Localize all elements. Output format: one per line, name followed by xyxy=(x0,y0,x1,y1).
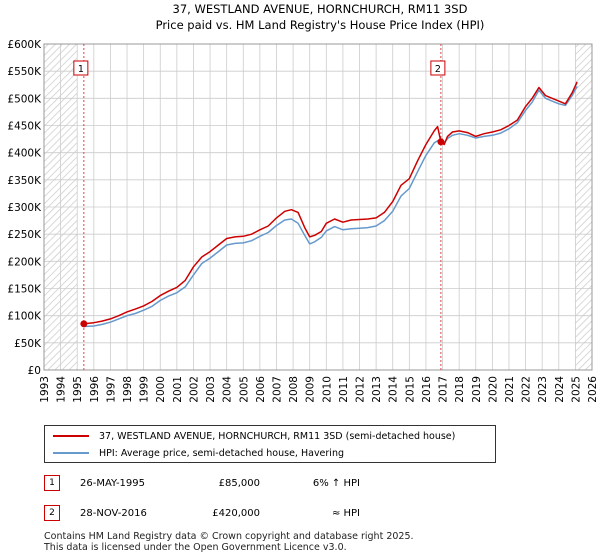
y-tick-label: £50K xyxy=(14,338,42,350)
x-tick-label: 2003 xyxy=(205,376,217,403)
price-chart: 37, WESTLAND AVENUE, HORNCHURCH, RM11 3S… xyxy=(7,2,599,403)
x-tick-label: 2001 xyxy=(172,376,184,403)
footer-line-2: This data is licensed under the Open Gov… xyxy=(44,542,347,553)
x-tick-label: 2025 xyxy=(570,376,582,403)
y-tick-label: £300K xyxy=(7,202,42,214)
y-tick-label: £550K xyxy=(7,66,42,78)
x-tick-label: 2009 xyxy=(305,376,317,403)
y-tick-label: £0 xyxy=(28,365,41,377)
sale-point xyxy=(80,320,88,328)
sale-label-number: 2 xyxy=(435,64,441,75)
y-tick-label: £250K xyxy=(7,229,42,241)
footer-attribution: Contains HM Land Registry data © Crown c… xyxy=(44,531,414,553)
x-tick-label: 2011 xyxy=(338,376,350,403)
x-tick-label: 2010 xyxy=(321,376,333,403)
x-tick-label: 1997 xyxy=(105,376,117,403)
x-tick-label: 1998 xyxy=(122,376,134,403)
x-tick-label: 2014 xyxy=(388,376,400,403)
chart-subtitle: Price paid vs. HM Land Registry's House … xyxy=(156,18,485,32)
legend-line-blue xyxy=(53,452,89,454)
x-tick-label: 2022 xyxy=(521,376,533,403)
x-tick-label: 2008 xyxy=(288,376,300,403)
x-tick-label: 2005 xyxy=(238,376,250,403)
series-line-property xyxy=(83,81,578,325)
x-tick-label: 2021 xyxy=(504,376,516,403)
y-tick-label: £350K xyxy=(7,175,42,187)
legend-label-hpi: HPI: Average price, semi-detached house,… xyxy=(99,447,345,459)
sale-hpi-compare: ≈ HPI xyxy=(331,507,360,519)
x-tick-label: 2016 xyxy=(421,376,433,403)
y-tick-label: £450K xyxy=(7,121,42,133)
x-tick-label: 2018 xyxy=(454,376,466,403)
legend-item-hpi: HPI: Average price, semi-detached house,… xyxy=(53,445,344,461)
sale-label-box xyxy=(73,60,89,76)
x-tick-label: 2019 xyxy=(471,376,483,403)
sale-marker-badge: 2 xyxy=(44,505,60,521)
sale-price: £420,000 xyxy=(212,507,260,519)
y-tick-label: £100K xyxy=(7,311,42,323)
y-tick-label: £200K xyxy=(7,256,42,268)
sale-row-2: 2 28-NOV-2016 £420,000 ≈ HPI xyxy=(44,503,360,523)
x-tick-label: 2004 xyxy=(222,376,234,403)
plot-border xyxy=(43,43,593,371)
footer-line-1: Contains HM Land Registry data © Crown c… xyxy=(44,531,414,542)
x-tick-label: 2007 xyxy=(271,376,283,403)
series-line-hpi xyxy=(83,86,578,328)
chart-title: 37, WESTLAND AVENUE, HORNCHURCH, RM11 3S… xyxy=(173,2,468,16)
x-tick-label: 2024 xyxy=(554,376,566,403)
sale-label-number: 1 xyxy=(78,64,84,75)
sale-price: £85,000 xyxy=(218,477,260,489)
legend-label-property: 37, WESTLAND AVENUE, HORNCHURCH, RM11 3S… xyxy=(99,430,456,442)
y-tick-label: £500K xyxy=(7,93,42,105)
sale-point xyxy=(437,138,445,146)
x-tick-label: 2002 xyxy=(188,376,200,403)
sale-row-1: 1 26-MAY-1995 £85,000 6% ↑ HPI xyxy=(44,473,360,493)
sale-date: 28-NOV-2016 xyxy=(80,507,147,519)
x-tick-label: 1993 xyxy=(39,376,51,403)
x-tick-label: 2006 xyxy=(255,376,267,403)
x-tick-label: 1999 xyxy=(139,376,151,403)
legend-item-property: 37, WESTLAND AVENUE, HORNCHURCH, RM11 3S… xyxy=(53,428,455,444)
x-tick-label: 2023 xyxy=(537,376,549,403)
sale-marker-badge: 1 xyxy=(44,475,60,491)
x-tick-label: 2026 xyxy=(587,376,599,403)
y-tick-label: £600K xyxy=(7,39,42,51)
x-tick-label: 2020 xyxy=(487,376,499,403)
x-tick-label: 2000 xyxy=(155,376,167,403)
x-tick-label: 1995 xyxy=(72,376,84,403)
sale-label-box xyxy=(430,60,446,76)
x-tick-label: 1994 xyxy=(56,376,68,403)
x-tick-label: 2015 xyxy=(404,376,416,403)
legend: 37, WESTLAND AVENUE, HORNCHURCH, RM11 3S… xyxy=(44,425,496,463)
sale-hpi-compare: 6% ↑ HPI xyxy=(312,477,360,489)
x-tick-label: 2013 xyxy=(371,376,383,403)
y-tick-label: £400K xyxy=(7,148,42,160)
x-tick-label: 2012 xyxy=(355,376,367,403)
sale-date: 26-MAY-1995 xyxy=(80,477,146,489)
x-tick-label: 1996 xyxy=(89,376,101,403)
x-tick-label: 2017 xyxy=(438,376,450,403)
legend-line-red xyxy=(53,435,89,437)
y-tick-label: £150K xyxy=(7,284,42,296)
